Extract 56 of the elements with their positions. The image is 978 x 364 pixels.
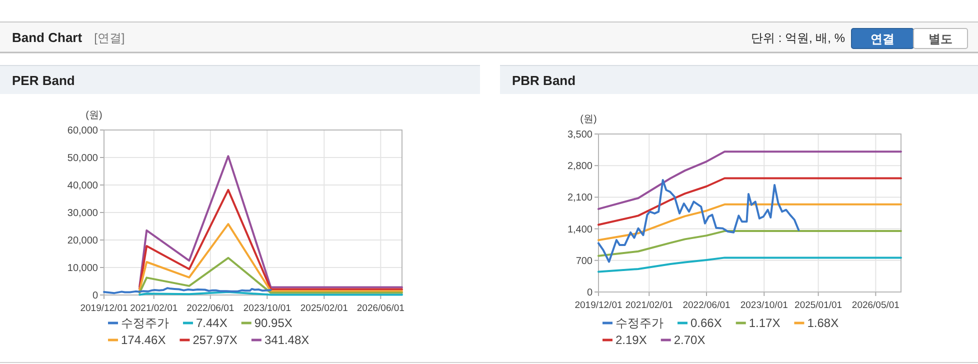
legend-label: 341.48X bbox=[264, 333, 310, 347]
y-tick-label: 50,000 bbox=[67, 153, 98, 164]
x-tick-label: 2025/02/01 bbox=[300, 303, 348, 314]
y-tick-label: 40,000 bbox=[67, 180, 98, 192]
x-tick-label: 2019/12/01 bbox=[80, 303, 128, 314]
x-tick-label: 2023/10/01 bbox=[740, 300, 788, 311]
line-series bbox=[598, 203, 902, 242]
line-series bbox=[138, 256, 403, 294]
y-tick-label: 20,000 bbox=[67, 236, 98, 246]
line-series bbox=[138, 223, 403, 292]
chart-title: PER Band bbox=[12, 73, 75, 88]
x-tick-label: 2019/12/01 bbox=[574, 300, 622, 311]
x-tick-label: 2021/02/01 bbox=[625, 300, 673, 311]
y-tick-label: 10,000 bbox=[67, 263, 98, 274]
line-series bbox=[598, 256, 902, 273]
text: Band Chart bbox=[12, 30, 83, 45]
y-tick-label: 2,800 bbox=[567, 161, 593, 172]
y-tick-label: 0 bbox=[92, 290, 98, 302]
line-series bbox=[138, 188, 403, 290]
line-series bbox=[598, 179, 800, 263]
line-series bbox=[598, 177, 902, 226]
text: 단위 : 억원, 배, % bbox=[750, 31, 846, 45]
legend-label: 1.68X bbox=[807, 316, 839, 330]
legend-label: 257.97X bbox=[192, 333, 238, 347]
legend-label: 1.17X bbox=[748, 316, 780, 330]
x-tick-label: 2021/02/01 bbox=[130, 303, 178, 314]
line-series bbox=[598, 150, 902, 210]
y-tick-label: 30,000 bbox=[67, 208, 98, 219]
y-tick-label: 60,000 bbox=[67, 126, 98, 136]
text: 별도 bbox=[928, 32, 952, 46]
y-tick-label: 700 bbox=[576, 256, 593, 267]
y-axis-title: (원) bbox=[86, 110, 102, 121]
y-tick-label: 1,400 bbox=[567, 224, 593, 236]
line-series bbox=[138, 155, 403, 288]
legend-label: 90.95X bbox=[254, 316, 292, 330]
legend-label: 2.19X bbox=[616, 333, 647, 347]
y-tick-label: 3,500 bbox=[567, 130, 593, 140]
legend-label: 수정주가 bbox=[121, 316, 169, 330]
text: [연결] bbox=[94, 31, 125, 45]
x-tick-label: 2026/05/01 bbox=[852, 300, 900, 311]
legend-label: 수정주가 bbox=[616, 316, 664, 330]
y-axis-title: (원) bbox=[580, 114, 597, 125]
x-tick-label: 2022/06/01 bbox=[682, 300, 730, 311]
legend-label: 7.44X bbox=[196, 316, 228, 330]
x-tick-label: 2023/10/01 bbox=[243, 303, 291, 314]
x-tick-label: 2026/06/01 bbox=[356, 303, 404, 314]
x-tick-label: 2025/01/01 bbox=[794, 300, 842, 311]
y-tick-label: 2,100 bbox=[567, 192, 593, 204]
line-series bbox=[598, 230, 902, 257]
legend-label: 2.70X bbox=[674, 333, 706, 347]
legend-label: 174.46X bbox=[121, 333, 166, 347]
chart-title: PBR Band bbox=[512, 73, 576, 88]
y-tick-label: 0 bbox=[586, 288, 593, 298]
legend-label: 0.66X bbox=[690, 316, 722, 330]
text: 연결 bbox=[870, 32, 894, 46]
x-tick-label: 2022/06/01 bbox=[186, 303, 234, 314]
